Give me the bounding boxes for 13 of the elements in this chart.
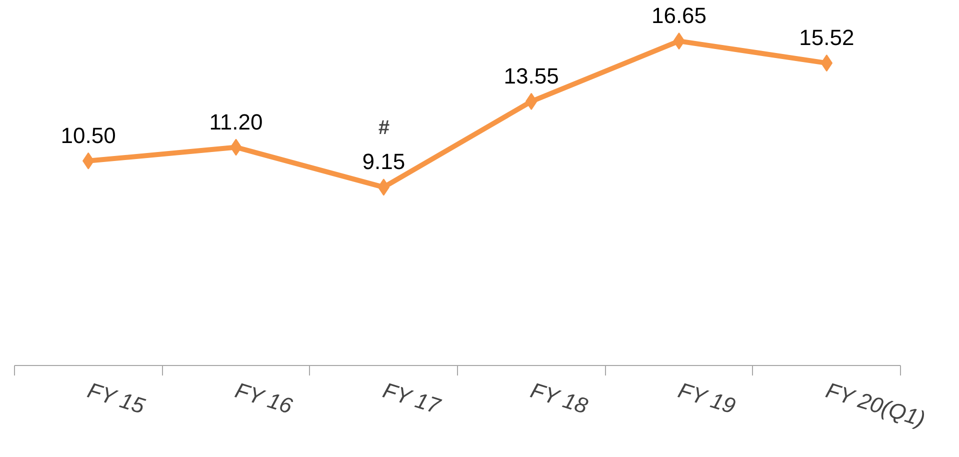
x-tick-label: FY 17	[380, 378, 444, 419]
data-label: 15.52	[799, 25, 854, 50]
x-tick-label: FY 16	[232, 378, 296, 419]
x-tick-label: FY 18	[528, 378, 592, 419]
data-label: 13.55	[504, 63, 559, 88]
x-tick-label: FY 15	[84, 378, 148, 419]
data-label: 9.15	[362, 149, 406, 174]
data-label: 11.20	[209, 109, 263, 134]
data-label: 16.65	[651, 3, 707, 28]
data-label: 10.50	[60, 122, 116, 148]
x-tick-label: FY 20(Q1)	[822, 378, 928, 432]
annotation: #	[378, 117, 390, 140]
x-tick-label: FY 19	[675, 378, 738, 419]
